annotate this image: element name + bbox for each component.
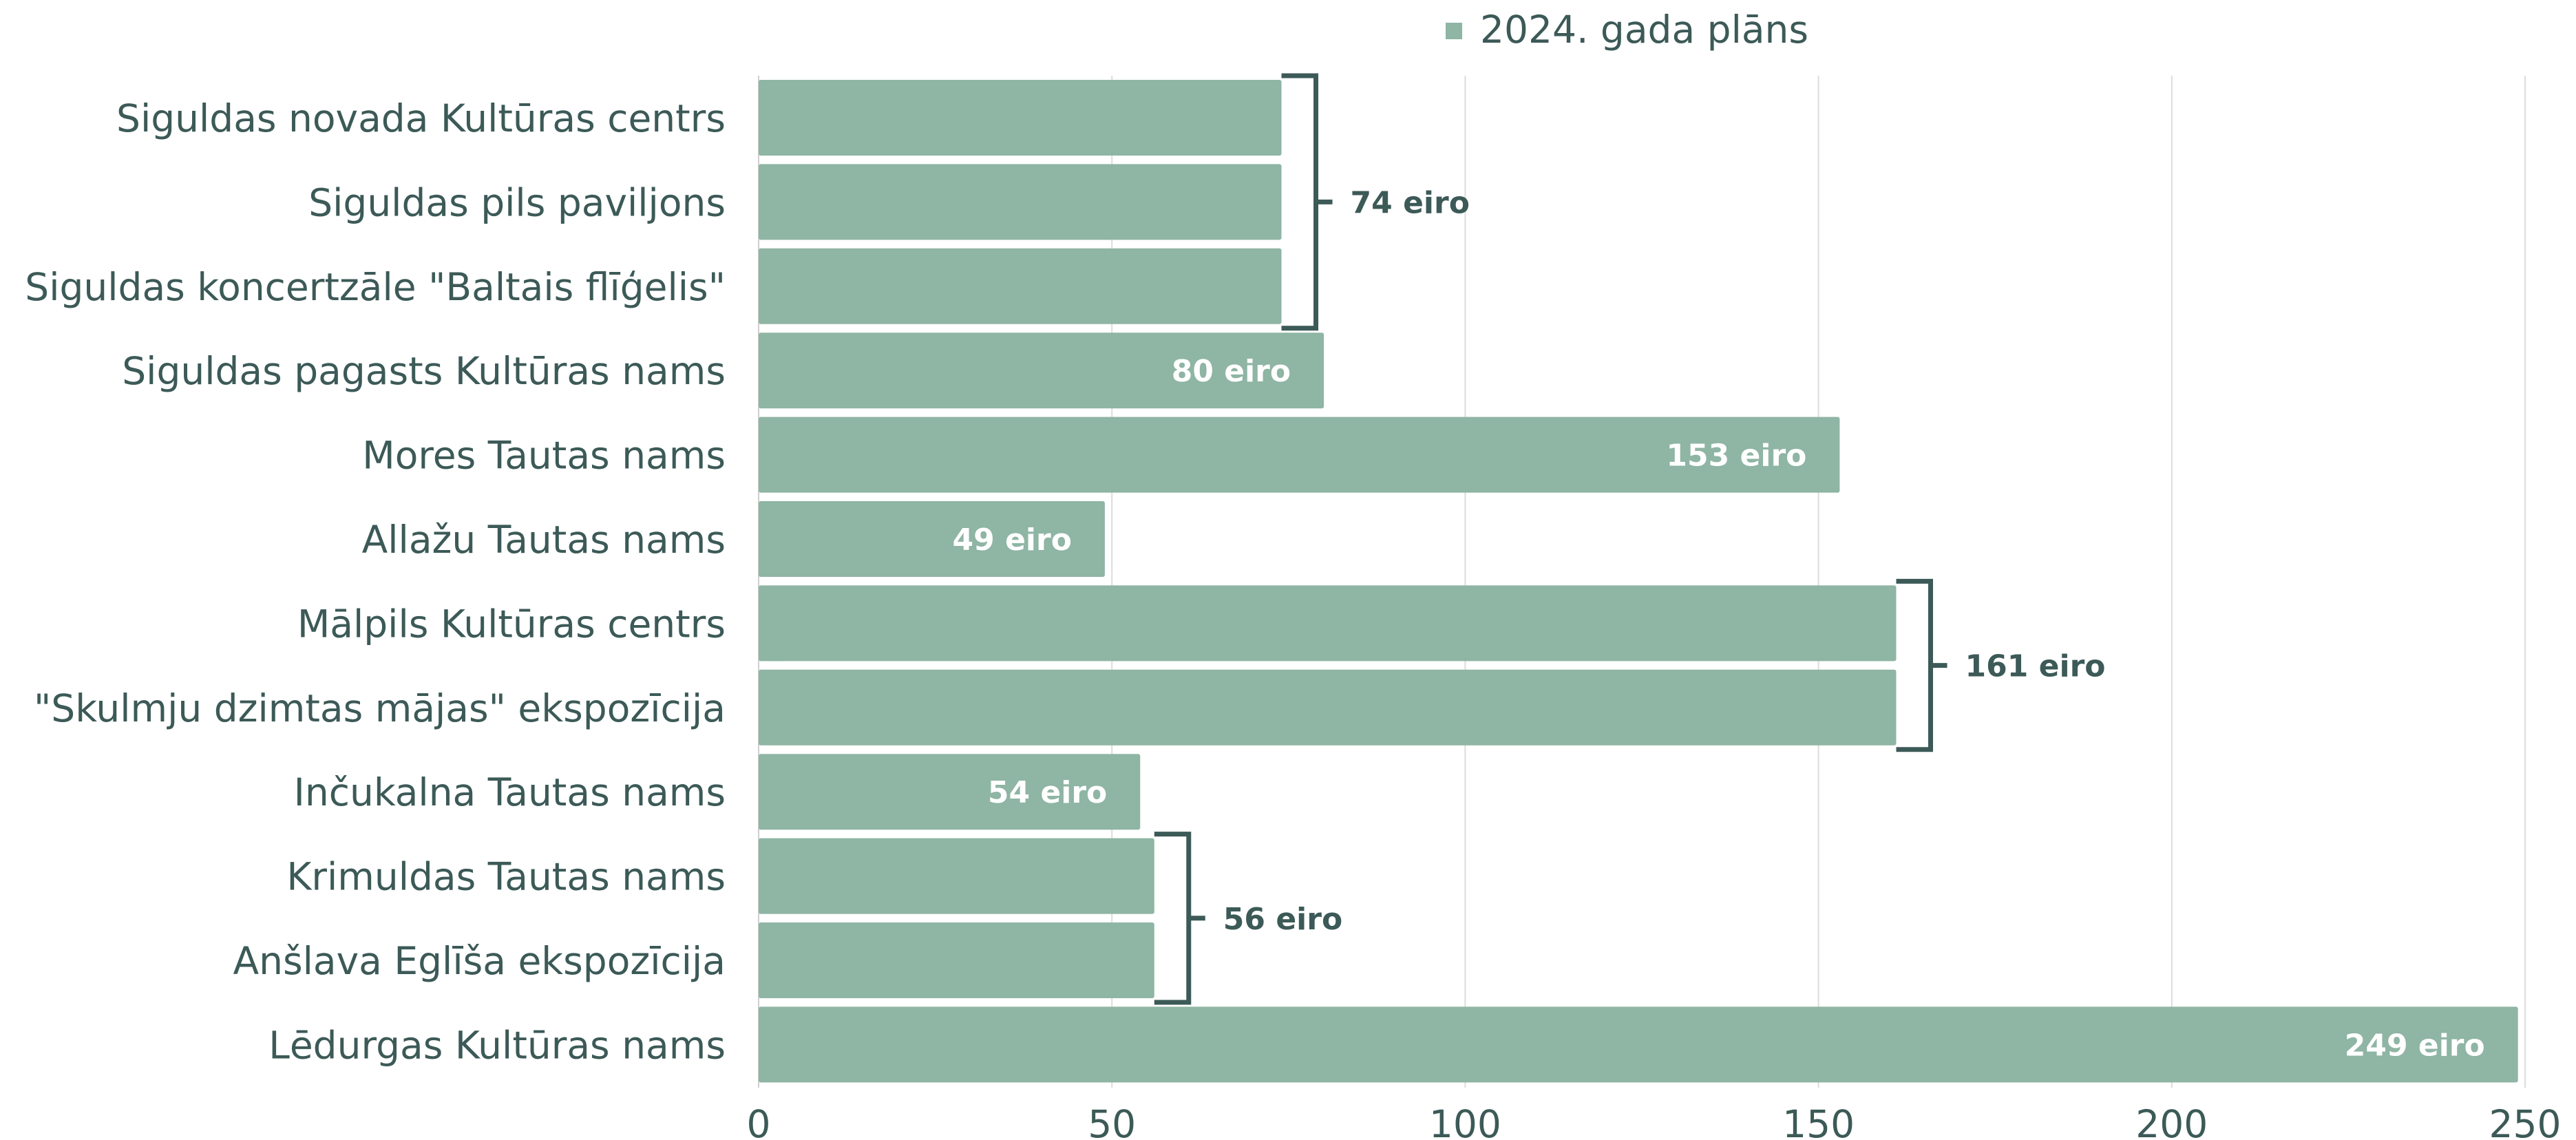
group-bracket	[1154, 832, 1205, 1005]
x-tick-label-0: 0	[747, 1102, 771, 1140]
legend: 2024. gada plāns	[1446, 8, 1808, 52]
category-label: Mores Tautas nams	[362, 434, 726, 478]
category-label: Anšlava Eglīša ekspozīcija	[233, 939, 726, 983]
x-tick-label-150: 150	[1782, 1102, 1855, 1140]
bars	[759, 80, 2518, 1083]
bar	[759, 754, 1141, 830]
group-bracket	[1896, 578, 1947, 752]
group-value-label: 56 eiro	[1223, 902, 1342, 937]
bar	[759, 1006, 2518, 1083]
category-label: Mālpils Kultūras centrs	[297, 602, 726, 646]
legend-label: 2024. gada plāns	[1480, 8, 1808, 52]
bar	[759, 585, 1897, 662]
category-labels: Siguldas novada Kultūras centrs Siguldas …	[25, 96, 726, 1067]
category-label: Inčukalna Tautas nams	[294, 770, 726, 814]
bar	[759, 80, 1282, 156]
bar	[759, 838, 1154, 914]
bar	[759, 164, 1282, 240]
bar	[759, 416, 1840, 493]
x-tick-label-200: 200	[2135, 1102, 2208, 1140]
category-label: Siguldas novada Kultūras centrs	[116, 96, 726, 140]
bar-value-label: 153 eiro	[1666, 439, 1806, 474]
bar-value-label: 80 eiro	[1172, 354, 1291, 389]
bar-value-label: 249 eiro	[2345, 1028, 2485, 1063]
bar	[759, 669, 1897, 746]
category-label: Allažu Tautas nams	[362, 518, 726, 562]
category-label: Krimuldas Tautas nams	[286, 855, 726, 899]
category-label: "Skulmju dzimtas mājas" ekspozīcija	[34, 686, 726, 730]
x-tick-label-50: 50	[1088, 1102, 1136, 1140]
category-label: Siguldas pils paviljons	[308, 180, 726, 224]
gridlines	[758, 76, 2526, 1088]
x-tick-label-100: 100	[1429, 1102, 1501, 1140]
group-brackets: 74 eiro 161 eiro 56 eiro	[1154, 73, 2106, 1005]
group-value-label: 161 eiro	[1965, 649, 2106, 684]
bar-value-label: 49 eiro	[953, 522, 1072, 558]
legend-swatch	[1446, 23, 1462, 39]
group-value-label: 74 eiro	[1351, 185, 1470, 220]
x-axis-ticks: 0 50 100 150 200 250	[747, 1102, 2562, 1140]
group-bracket	[1281, 73, 1333, 331]
bar	[759, 922, 1154, 998]
bar	[759, 501, 1105, 577]
bar	[759, 248, 1282, 324]
x-tick-label-250: 250	[2489, 1102, 2562, 1140]
category-label: Siguldas pagasts Kultūras nams	[122, 349, 726, 393]
category-label: Lēdurgas Kultūras nams	[268, 1023, 726, 1067]
bar-value-label: 54 eiro	[988, 775, 1107, 810]
bar-value-labels: 80 eiro 153 eiro 49 eiro 54 eiro 249 eiro	[953, 354, 2485, 1063]
category-label: Siguldas koncertzāle "Baltais flīģelis"	[25, 265, 726, 309]
bar	[759, 332, 1324, 409]
